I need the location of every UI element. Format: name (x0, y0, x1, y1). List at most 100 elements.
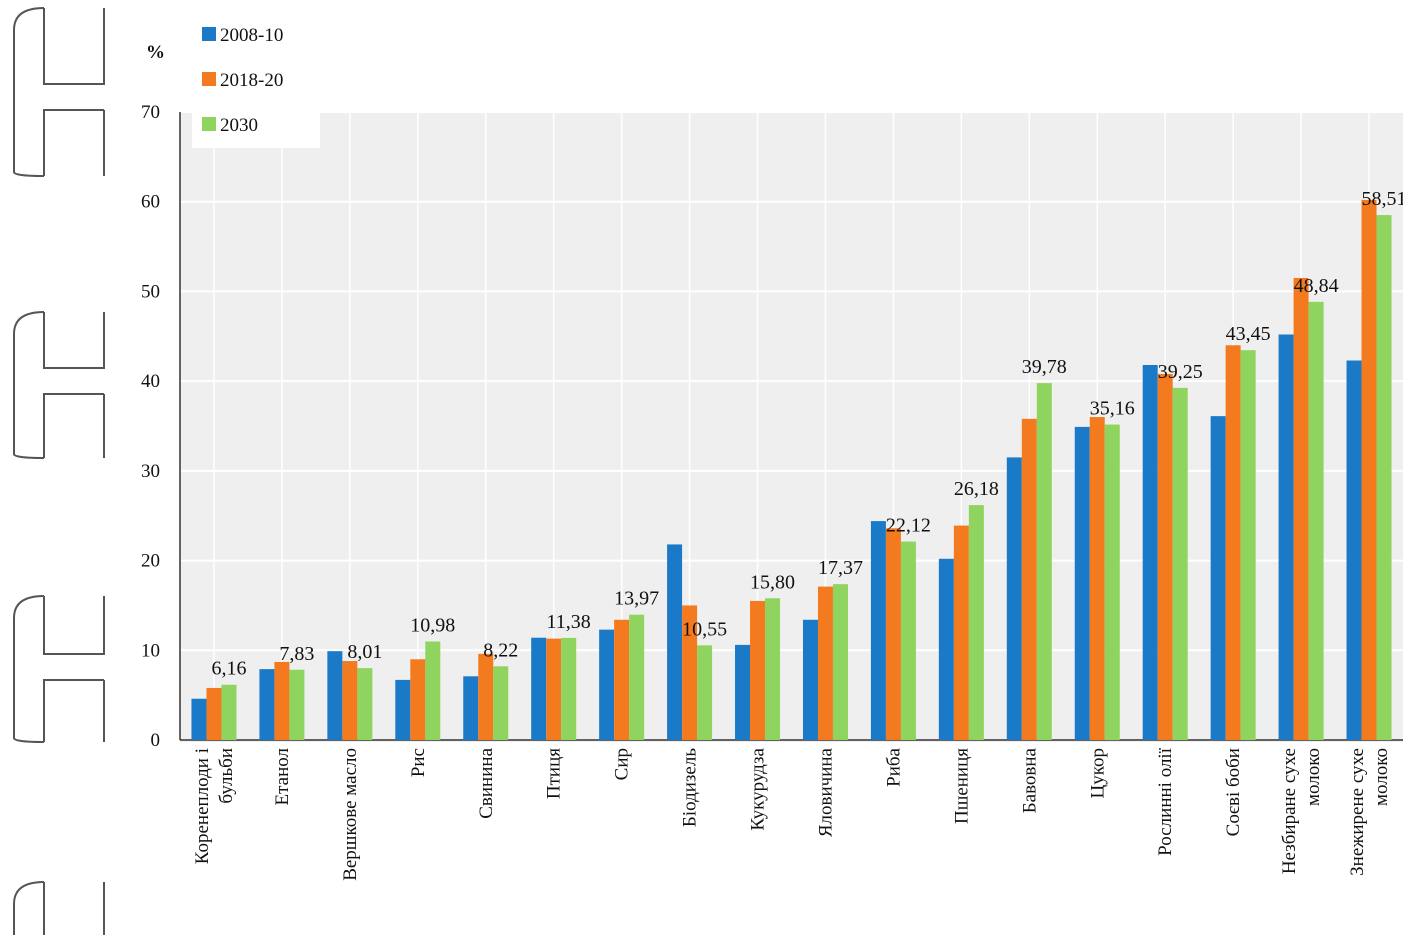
category-label: Яловичина (815, 747, 836, 837)
y-tick-label: 10 (141, 640, 160, 661)
bar-2030 (357, 668, 373, 740)
bar-2030 (697, 645, 713, 740)
binding-bracket (43, 679, 104, 742)
bar-2030 (832, 584, 848, 740)
bar-2008-10 (1210, 416, 1226, 740)
bar-2030 (968, 505, 984, 740)
data-label: 39,78 (1022, 356, 1067, 378)
data-label: 11,38 (547, 611, 591, 633)
bar-2030 (289, 669, 305, 740)
y-tick-label: 20 (141, 551, 160, 572)
bar-2008-10 (1142, 364, 1158, 740)
bar-2018-20 (750, 600, 766, 740)
category-label: бульби (216, 748, 237, 804)
category-label: Свинина (476, 747, 497, 818)
data-label: 8,22 (483, 639, 518, 661)
bar-2008-10 (802, 619, 818, 740)
y-tick-labels: 0 10 20 30 40 50 60 70 (141, 102, 160, 751)
binding-bracket (43, 8, 105, 85)
data-label: 26,18 (954, 478, 999, 500)
legend: 2008-10 2018-20 2030 (192, 18, 320, 148)
bar-2030 (1240, 350, 1256, 740)
bar-2008-10 (531, 637, 547, 740)
data-label: 10,98 (410, 614, 455, 636)
bar-2018-20 (274, 661, 290, 740)
binding-bracket (43, 312, 105, 369)
category-label: Соєві боби (1223, 748, 1244, 836)
data-label: 35,16 (1090, 398, 1135, 420)
bar-2018-20 (682, 605, 698, 740)
data-label: 22,12 (886, 515, 931, 537)
data-label: 13,97 (614, 588, 659, 610)
bar-2008-10 (395, 679, 411, 740)
category-label: Коренеплоди і (192, 748, 213, 864)
bar-2030 (561, 637, 577, 740)
binding-bracket (13, 311, 45, 459)
data-label: 15,80 (750, 571, 795, 593)
data-label: 48,84 (1294, 275, 1339, 297)
bar-2008-10 (667, 544, 683, 740)
bar-2008-10 (1074, 426, 1090, 740)
y-tick-label: 60 (141, 192, 160, 213)
bar-2018-20 (1361, 199, 1377, 741)
bar-2018-20 (1089, 417, 1105, 740)
bar-2008-10 (938, 558, 954, 740)
binding-decoration (13, 7, 105, 935)
bar-2018-20 (1225, 345, 1241, 740)
bar-2030 (425, 641, 441, 740)
bar-2008-10 (735, 644, 751, 740)
bar-2018-20 (1021, 418, 1037, 740)
category-label: Незбиране сухе (1279, 748, 1300, 874)
y-tick-label: 0 (151, 730, 161, 751)
category-label: Птиця (544, 748, 565, 799)
legend-swatch (202, 117, 216, 131)
bar-2018-20 (885, 528, 901, 740)
legend-entry: 2008-10 (220, 25, 283, 46)
bar-2018-20 (953, 525, 969, 740)
category-label: Сир (612, 748, 633, 780)
data-label: 39,25 (1158, 361, 1203, 383)
category-label: Цукор (1087, 748, 1108, 799)
category-label: Риба (883, 747, 904, 786)
binding-bracket (43, 393, 104, 458)
data-label: 6,16 (211, 658, 246, 680)
category-label: Знежирене сухе (1347, 748, 1368, 876)
bar-2030 (1036, 383, 1052, 740)
bar-2018-20 (817, 586, 833, 740)
y-unit-label: % (146, 42, 165, 63)
data-labels: 6,16 7,83 8,01 10,98 8,22 11,38 13,97 10,55 15,8… (211, 188, 1403, 680)
y-tick-label: 70 (141, 102, 160, 123)
bar-2030 (900, 541, 916, 740)
legend-swatch (202, 72, 216, 86)
bar-2018-20 (206, 687, 222, 740)
bar-2018-20 (478, 653, 494, 740)
data-label: 10,55 (682, 618, 727, 640)
bar-2030 (1376, 215, 1392, 740)
y-tick-label: 30 (141, 461, 160, 482)
category-label: Кукурудза (748, 747, 769, 830)
bar-2008-10 (599, 629, 615, 740)
y-tick-label: 40 (141, 371, 160, 392)
bar-2008-10 (259, 669, 275, 740)
data-label: 8,01 (347, 641, 382, 663)
bar-2008-10 (1346, 360, 1362, 740)
bar-2030 (1172, 387, 1188, 740)
binding-bracket (13, 881, 45, 935)
legend-entry: 2018-20 (220, 70, 283, 91)
y-tick-label: 50 (141, 281, 160, 302)
bar-2030 (221, 684, 237, 740)
bar-2018-20 (342, 661, 358, 740)
category-label: Етанол (272, 747, 293, 805)
bars (191, 199, 1392, 741)
bar-2018-20 (410, 659, 426, 740)
category-labels: Коренеплоди і бульби Етанол Вершкове масло Р… (192, 747, 1392, 881)
bar-2030 (493, 666, 509, 740)
bar-2030 (629, 614, 645, 740)
bar-2018-20 (1293, 277, 1309, 740)
category-label: Бавовна (1019, 747, 1040, 813)
bar-2018-20 (546, 638, 562, 740)
data-label: 43,45 (1226, 323, 1271, 345)
category-label: молоко (1303, 748, 1324, 806)
bar-2008-10 (327, 651, 343, 740)
data-label: 7,83 (279, 643, 314, 665)
